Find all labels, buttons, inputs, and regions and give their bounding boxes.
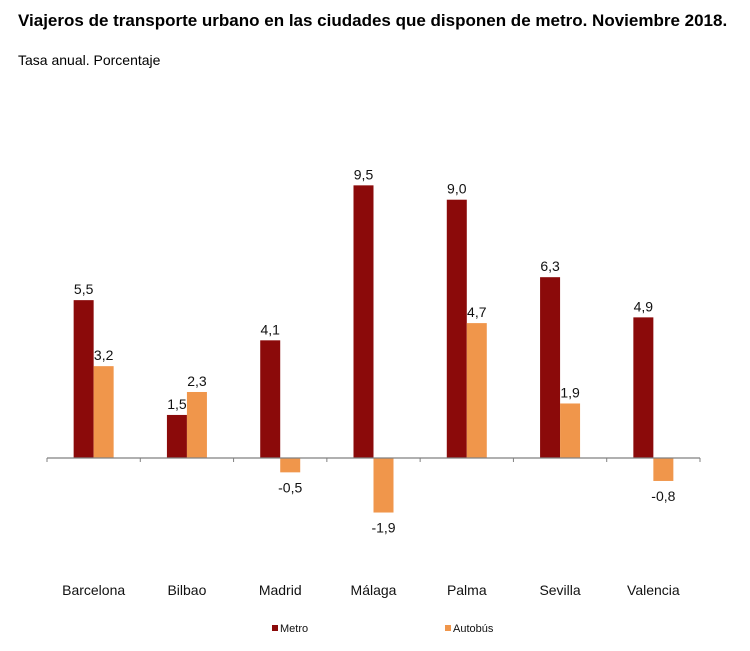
category-label: Valencia — [627, 582, 680, 598]
bar-metro-2 — [260, 340, 281, 458]
chart-subtitle: Tasa anual. Porcentaje — [18, 52, 161, 68]
bar-autobs-4 — [466, 323, 487, 458]
data-label: 4,9 — [634, 298, 654, 314]
legend-label: Metro — [280, 623, 308, 635]
data-label: 5,5 — [74, 281, 94, 297]
data-label: 2,3 — [187, 373, 207, 389]
category-label: Bilbao — [167, 582, 206, 598]
bar-autobs-3 — [373, 458, 394, 513]
data-label: 4,7 — [467, 304, 487, 320]
bar-metro-3 — [353, 185, 374, 458]
data-label: 1,5 — [167, 396, 187, 412]
bar-autobs-5 — [560, 403, 581, 458]
bar-metro-4 — [446, 199, 467, 458]
bar-autobs-0 — [93, 366, 114, 458]
category-label: Palma — [447, 582, 487, 598]
data-label: 9,0 — [447, 181, 467, 197]
category-label: Madrid — [259, 582, 302, 598]
bar-metro-0 — [73, 300, 94, 458]
bar-autobs-2 — [280, 458, 301, 473]
data-label: -0,5 — [278, 479, 302, 495]
legend-label: Autobús — [453, 623, 494, 635]
data-label: 3,2 — [94, 347, 114, 363]
data-label: -1,9 — [371, 520, 395, 536]
category-label: Barcelona — [62, 582, 125, 598]
legend-swatch-0 — [272, 625, 278, 631]
category-label: Málaga — [351, 582, 397, 598]
data-label: 9,5 — [354, 166, 374, 182]
chart-title: Viajeros de transporte urbano en las ciu… — [18, 11, 728, 30]
legend-swatch-1 — [445, 625, 451, 631]
data-label: 1,9 — [560, 384, 580, 400]
bar-autobs-1 — [186, 391, 207, 458]
bar-metro-5 — [540, 277, 561, 458]
data-label: 4,1 — [260, 321, 280, 337]
data-label: 6,3 — [540, 258, 560, 274]
bar-metro-1 — [166, 414, 187, 458]
data-label: -0,8 — [651, 488, 675, 504]
category-label: Sevilla — [539, 582, 580, 598]
bar-metro-6 — [633, 317, 654, 458]
bar-autobs-6 — [653, 458, 674, 481]
